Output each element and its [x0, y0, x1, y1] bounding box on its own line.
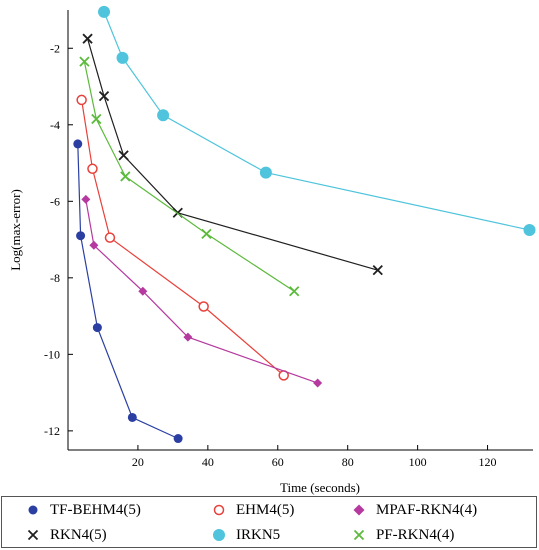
y-axis-title: Log(max-error): [8, 189, 23, 271]
legend-label: EHM4(5): [236, 501, 295, 518]
x-axis-title: Time (seconds): [280, 480, 360, 495]
data-point: [157, 109, 170, 122]
y-tick-label: -8: [50, 271, 60, 285]
data-point: [198, 301, 209, 312]
data-point: [259, 166, 272, 179]
legend-item-mpaf-rkn: MPAF-RKN4(4): [352, 499, 477, 521]
x-tick-label: 120: [479, 455, 497, 469]
data-point: [523, 224, 536, 236]
y-tick-label: -12: [44, 424, 60, 438]
data-point: [201, 228, 212, 239]
legend-label: RKN4(5): [50, 526, 107, 543]
series-mpaf-rkn4-4: [81, 194, 323, 388]
data-point: [313, 378, 323, 388]
data-point: [138, 286, 148, 296]
series-ehm4-5: [76, 94, 289, 381]
data-point: [116, 51, 129, 64]
y-tick-label: -4: [50, 118, 60, 132]
data-point: [82, 33, 93, 44]
dot-marker-icon: [28, 505, 38, 515]
data-point: [92, 323, 102, 333]
y-tick-label: -10: [44, 347, 60, 361]
x-tick-label: 80: [342, 455, 354, 469]
data-point: [87, 163, 98, 175]
big-dot-marker-icon: [213, 529, 225, 541]
legend-item-tf-behm: TF-BEHM4(5): [26, 499, 141, 521]
legend-item-rkn: RKN4(5): [26, 524, 107, 546]
data-point: [183, 332, 193, 342]
data-point: [173, 434, 183, 444]
data-point: [76, 94, 87, 106]
data-point: [89, 240, 99, 250]
chart-canvas: 20 40 60 80 100 120 -2 -4 -6 -8 -10 -12 Time (secon…: [8, 5, 536, 495]
series-pf-rkn4-4: [79, 56, 300, 297]
legend-label: TF-BEHM4(5): [50, 501, 141, 518]
legend-item-ehm: EHM4(5): [212, 499, 294, 521]
data-point: [372, 265, 383, 276]
data-point: [289, 286, 300, 297]
y-tick-label: -2: [50, 41, 60, 55]
legend-label: PF-RKN4(4): [376, 526, 455, 543]
data-point: [98, 90, 110, 102]
data-point: [98, 5, 111, 18]
series-line: [85, 199, 318, 384]
series-layer: [73, 5, 536, 444]
cross-marker-icon: [27, 529, 39, 541]
circle-marker-icon: [213, 504, 225, 516]
x-tick-label: 20: [132, 455, 144, 469]
series-line: [77, 143, 179, 440]
diamond-marker-icon: [353, 504, 365, 516]
data-point: [104, 232, 116, 243]
legend-label: MPAF-RKN4(4): [376, 501, 478, 518]
legend: TF-BEHM4(5) EHM4(5) MPAF-RKN4(4) RKN4(5)…: [1, 496, 537, 548]
series-line: [103, 11, 530, 231]
data-point: [81, 194, 91, 204]
series-tf-behm4-5: [73, 139, 183, 444]
data-point: [118, 150, 129, 161]
legend-item-irkn: IRKN5: [212, 524, 280, 546]
x-tick-label: 40: [202, 455, 214, 469]
data-point: [76, 231, 86, 241]
data-point: [73, 139, 83, 149]
x-tick-label: 100: [409, 455, 427, 469]
data-point: [91, 113, 102, 125]
legend-item-pf-rkn: PF-RKN4(4): [352, 524, 454, 546]
green-cross-marker-icon: [353, 529, 365, 541]
data-point: [120, 171, 131, 182]
y-tick-label: -6: [50, 194, 60, 208]
legend-label: IRKN5: [236, 526, 281, 543]
data-point: [79, 56, 90, 67]
series-irkn5: [98, 5, 536, 236]
data-point: [127, 412, 137, 422]
ticks: 20 40 60 80 100 120 -2 -4 -6 -8 -10 -12: [44, 41, 497, 469]
x-tick-label: 60: [272, 455, 284, 469]
axes: [67, 10, 533, 451]
